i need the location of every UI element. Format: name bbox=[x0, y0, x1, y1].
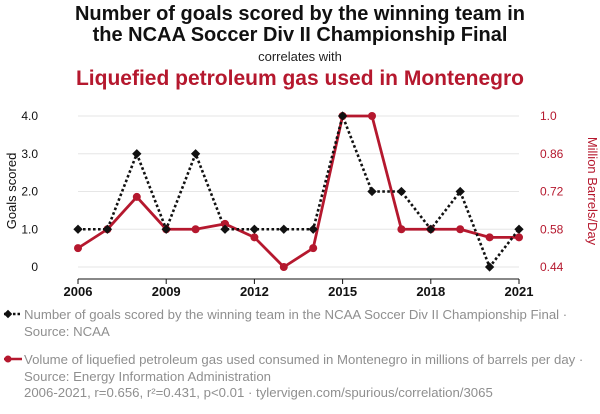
chart-title-line-1: Number of goals scored by the winning te… bbox=[74, 3, 526, 25]
chart-title-line-2: the NCAA Soccer Div II Championship Fina… bbox=[92, 24, 508, 46]
point-lpg bbox=[515, 233, 523, 242]
legend-label-series1: Number of goals scored by the winning te… bbox=[24, 307, 568, 339]
second-series-title: Liquefied petroleum gas used in Monteneg… bbox=[75, 67, 525, 90]
correlates-label: correlates with bbox=[258, 49, 342, 64]
axes: 0 1.0 2.0 3.0 4.0 0.44 0.58 0.72 0.86 1.0 2006 2009… bbox=[21, 109, 563, 299]
x-tick-label: 2012 bbox=[240, 284, 269, 299]
x-tick-label: 2021 bbox=[505, 284, 534, 299]
point-lpg bbox=[485, 233, 494, 242]
point-lpg bbox=[221, 219, 229, 228]
point-goals bbox=[396, 186, 407, 197]
point-goals bbox=[426, 224, 436, 234]
series-line-lpg bbox=[77, 114, 519, 269]
y-tick-label-left: 4.0 bbox=[21, 109, 38, 123]
point-lpg bbox=[368, 112, 376, 120]
x-tick-label: 2006 bbox=[64, 284, 93, 299]
legend-item-series2: Volume of liquefied petroleum gas used c… bbox=[2, 351, 598, 385]
point-lpg bbox=[132, 192, 141, 201]
y-tick-label-right: 0.72 bbox=[540, 185, 564, 199]
legend-item-series1: Number of goals scored by the winning te… bbox=[2, 306, 598, 340]
y-tick-label-right: 0.44 bbox=[540, 260, 564, 274]
point-goals bbox=[102, 224, 113, 234]
legend: Number of goals scored by the winning te… bbox=[2, 306, 598, 385]
point-goals bbox=[190, 149, 201, 159]
y-tick-label-left: 1.0 bbox=[21, 222, 38, 236]
y-tick-label-left: 0 bbox=[31, 260, 38, 274]
x-tick-label: 2009 bbox=[152, 284, 181, 299]
legend-swatch-series2 bbox=[4, 355, 22, 363]
point-lpg bbox=[279, 263, 288, 271]
y-tick-label-right: 1.0 bbox=[540, 109, 557, 123]
chart-canvas: 0 1.0 2.0 3.0 4.0 0.44 0.58 0.72 0.86 1.0 2006 2009… bbox=[4, 109, 600, 299]
point-lpg bbox=[74, 244, 82, 253]
series-line-goals bbox=[78, 111, 521, 270]
series-lines bbox=[77, 111, 521, 270]
point-lpg bbox=[191, 225, 200, 234]
point-goals bbox=[132, 149, 142, 159]
point-lpg bbox=[456, 225, 465, 234]
point-goals bbox=[220, 224, 230, 234]
point-goals bbox=[73, 224, 83, 234]
series-points bbox=[73, 111, 524, 272]
legend-swatch-series1 bbox=[3, 309, 22, 319]
y-axis-label-left: Goals scored bbox=[4, 153, 19, 230]
y-tick-label-left: 3.0 bbox=[21, 147, 38, 161]
y-axis-label-right: Million Barrels/Day bbox=[585, 137, 600, 246]
y-tick-label-right: 0.58 bbox=[540, 222, 564, 236]
point-goals bbox=[367, 186, 377, 197]
point-goals bbox=[337, 111, 348, 121]
x-tick-label: 2018 bbox=[416, 284, 445, 299]
gridlines bbox=[78, 115, 519, 268]
point-goals bbox=[279, 224, 289, 234]
point-goals bbox=[514, 224, 524, 234]
point-goals bbox=[308, 224, 318, 234]
x-tick-label: 2015 bbox=[328, 284, 357, 299]
point-goals bbox=[249, 224, 260, 234]
point-goals bbox=[484, 262, 495, 272]
footer-stats: 2006-2021, r=0.656, r²=0.431, p<0.01 · t… bbox=[24, 385, 493, 400]
chart-title: Number of goals scored by the winning te… bbox=[0, 4, 600, 46]
point-lpg bbox=[309, 244, 318, 253]
y-tick-label-left: 2.0 bbox=[21, 185, 38, 199]
y-tick-label-right: 0.86 bbox=[540, 147, 564, 161]
point-goals bbox=[161, 224, 171, 234]
point-lpg bbox=[250, 233, 259, 242]
legend-label-series2: Volume of liquefied petroleum gas used c… bbox=[24, 352, 584, 384]
point-lpg bbox=[397, 225, 406, 234]
point-goals bbox=[455, 186, 465, 197]
